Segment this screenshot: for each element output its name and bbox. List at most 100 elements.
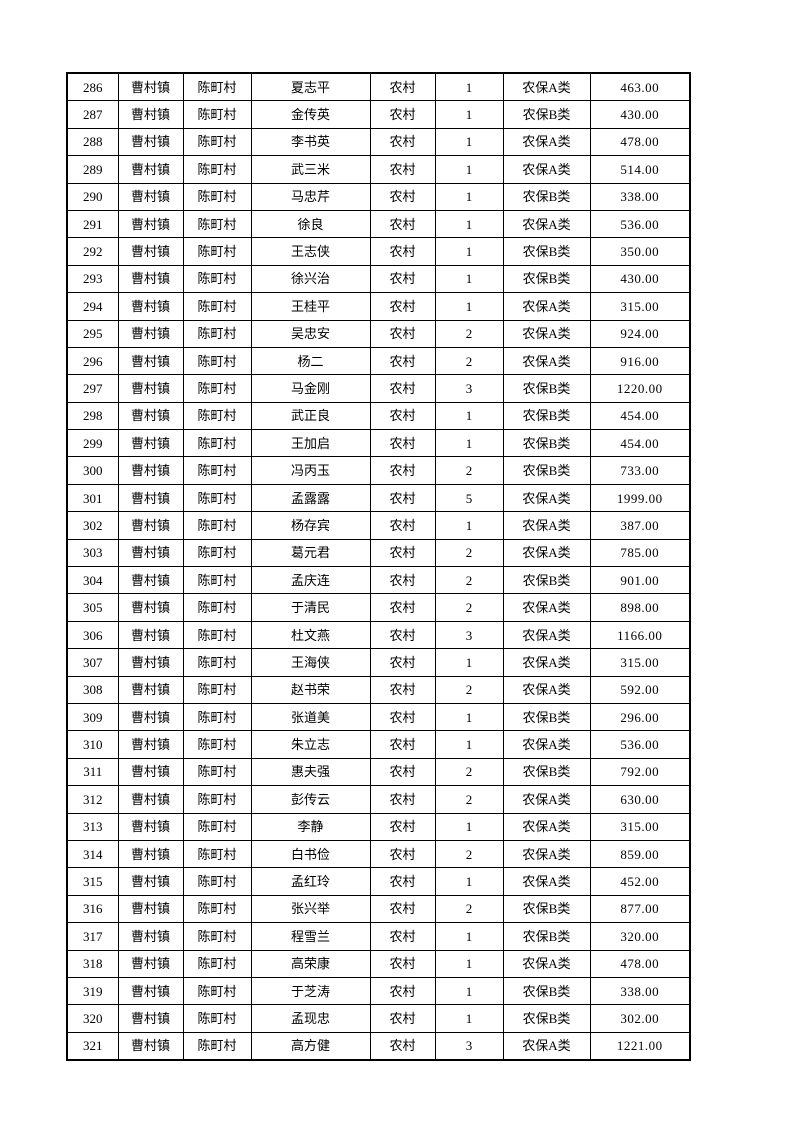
town-cell: 曹村镇 — [117, 1004, 184, 1033]
person-name-cell: 张兴举 — [250, 894, 371, 924]
insurance-category-cell: 农保B类 — [502, 922, 591, 951]
village-cell: 陈町村 — [182, 429, 252, 458]
insurance-category-cell: 农保A类 — [502, 620, 591, 650]
area-type-cell: 农村 — [369, 155, 436, 184]
table-row: 311 曹村镇 陈町村 惠夫强 农村 2 农保B类 792.00 — [66, 757, 691, 787]
table-row: 287 曹村镇 陈町村 金传英 农村 1 农保B类 430.00 — [66, 100, 691, 129]
village-cell: 陈町村 — [182, 346, 252, 376]
area-type-cell: 农村 — [369, 72, 436, 102]
area-type-cell: 农村 — [369, 237, 436, 266]
person-count-cell: 1 — [434, 867, 504, 896]
insurance-category-cell: 农保B类 — [502, 429, 591, 458]
row-number-cell: 313 — [66, 812, 119, 841]
row-number-cell: 289 — [66, 155, 119, 184]
row-number-cell: 288 — [66, 127, 119, 157]
town-cell: 曹村镇 — [117, 483, 184, 513]
person-name-cell: 于清民 — [250, 593, 371, 622]
row-number-cell: 305 — [66, 593, 119, 622]
person-count-cell: 2 — [434, 839, 504, 869]
area-type-cell: 农村 — [369, 702, 436, 732]
insurance-category-cell: 农保B类 — [502, 182, 591, 211]
table-row: 297 曹村镇 陈町村 马金刚 农村 3 农保B类 1220.00 — [66, 374, 691, 403]
row-number-cell: 306 — [66, 620, 119, 650]
person-name-cell: 马忠芹 — [250, 182, 371, 211]
village-cell: 陈町村 — [182, 72, 252, 102]
row-number-cell: 315 — [66, 867, 119, 896]
person-count-cell: 3 — [434, 620, 504, 650]
person-name-cell: 金传英 — [250, 100, 371, 129]
village-cell: 陈町村 — [182, 511, 252, 540]
person-count-cell: 1 — [434, 72, 504, 102]
person-name-cell: 杨二 — [250, 346, 371, 376]
area-type-cell: 农村 — [369, 538, 436, 568]
amount-cell: 536.00 — [589, 730, 691, 759]
table-row: 288 曹村镇 陈町村 李书英 农村 1 农保A类 478.00 — [66, 127, 691, 157]
insurance-category-cell: 农保B类 — [502, 401, 591, 431]
town-cell: 曹村镇 — [117, 702, 184, 732]
table-row: 318 曹村镇 陈町村 高荣康 农村 1 农保A类 478.00 — [66, 949, 691, 978]
insurance-category-cell: 农保B类 — [502, 566, 591, 595]
area-type-cell: 农村 — [369, 949, 436, 978]
person-count-cell: 3 — [434, 374, 504, 403]
amount-cell: 877.00 — [589, 894, 691, 924]
area-type-cell: 农村 — [369, 566, 436, 595]
village-cell: 陈町村 — [182, 264, 252, 294]
amount-cell: 350.00 — [589, 237, 691, 266]
town-cell: 曹村镇 — [117, 812, 184, 841]
amount-cell: 630.00 — [589, 785, 691, 814]
person-count-cell: 1 — [434, 648, 504, 677]
row-number-cell: 294 — [66, 292, 119, 321]
area-type-cell: 农村 — [369, 346, 436, 376]
row-number-cell: 303 — [66, 538, 119, 568]
person-count-cell: 2 — [434, 894, 504, 924]
row-number-cell: 310 — [66, 730, 119, 759]
town-cell: 曹村镇 — [117, 401, 184, 431]
table-row: 300 曹村镇 陈町村 冯丙玉 农村 2 农保B类 733.00 — [66, 456, 691, 485]
town-cell: 曹村镇 — [117, 1031, 184, 1061]
table-row: 291 曹村镇 陈町村 徐良 农村 1 农保A类 536.00 — [66, 209, 691, 239]
person-name-cell: 程雪兰 — [250, 922, 371, 951]
insurance-category-cell: 农保B类 — [502, 374, 591, 403]
village-cell: 陈町村 — [182, 620, 252, 650]
area-type-cell: 农村 — [369, 593, 436, 622]
village-cell: 陈町村 — [182, 538, 252, 568]
person-count-cell: 1 — [434, 182, 504, 211]
table-row: 295 曹村镇 陈町村 吴忠安 农村 2 农保A类 924.00 — [66, 319, 691, 348]
village-cell: 陈町村 — [182, 566, 252, 595]
village-cell: 陈町村 — [182, 785, 252, 814]
person-count-cell: 2 — [434, 675, 504, 704]
village-cell: 陈町村 — [182, 100, 252, 129]
row-number-cell: 301 — [66, 483, 119, 513]
person-count-cell: 2 — [434, 538, 504, 568]
row-number-cell: 321 — [66, 1031, 119, 1061]
town-cell: 曹村镇 — [117, 456, 184, 485]
person-name-cell: 于芝涛 — [250, 976, 371, 1006]
table-row: 290 曹村镇 陈町村 马忠芹 农村 1 农保B类 338.00 — [66, 182, 691, 211]
town-cell: 曹村镇 — [117, 675, 184, 704]
area-type-cell: 农村 — [369, 976, 436, 1006]
person-name-cell: 葛元君 — [250, 538, 371, 568]
town-cell: 曹村镇 — [117, 511, 184, 540]
insurance-category-cell: 农保A类 — [502, 867, 591, 896]
amount-cell: 315.00 — [589, 292, 691, 321]
insurance-category-cell: 农保A类 — [502, 511, 591, 540]
amount-cell: 792.00 — [589, 757, 691, 787]
person-name-cell: 孟红玲 — [250, 867, 371, 896]
village-cell: 陈町村 — [182, 593, 252, 622]
person-name-cell: 杨存宾 — [250, 511, 371, 540]
village-cell: 陈町村 — [182, 155, 252, 184]
table-row: 309 曹村镇 陈町村 张道美 农村 1 农保B类 296.00 — [66, 702, 691, 732]
insurance-roster-table: 286 曹村镇 陈町村 夏志平 农村 1 农保A类 463.00 287 曹村镇 陈町村 金传英 农村 1… — [66, 72, 691, 1062]
table-row: 301 曹村镇 陈町村 孟露露 农村 5 农保A类 1999.00 — [66, 483, 691, 513]
amount-cell: 1999.00 — [589, 483, 691, 513]
table-row: 314 曹村镇 陈町村 白书俭 农村 2 农保A类 859.00 — [66, 839, 691, 869]
person-count-cell: 1 — [434, 730, 504, 759]
town-cell: 曹村镇 — [117, 538, 184, 568]
table-row: 286 曹村镇 陈町村 夏志平 农村 1 农保A类 463.00 — [66, 72, 691, 102]
row-number-cell: 287 — [66, 100, 119, 129]
amount-cell: 592.00 — [589, 675, 691, 704]
row-number-cell: 319 — [66, 976, 119, 1006]
row-number-cell: 309 — [66, 702, 119, 732]
area-type-cell: 农村 — [369, 209, 436, 239]
person-count-cell: 1 — [434, 292, 504, 321]
